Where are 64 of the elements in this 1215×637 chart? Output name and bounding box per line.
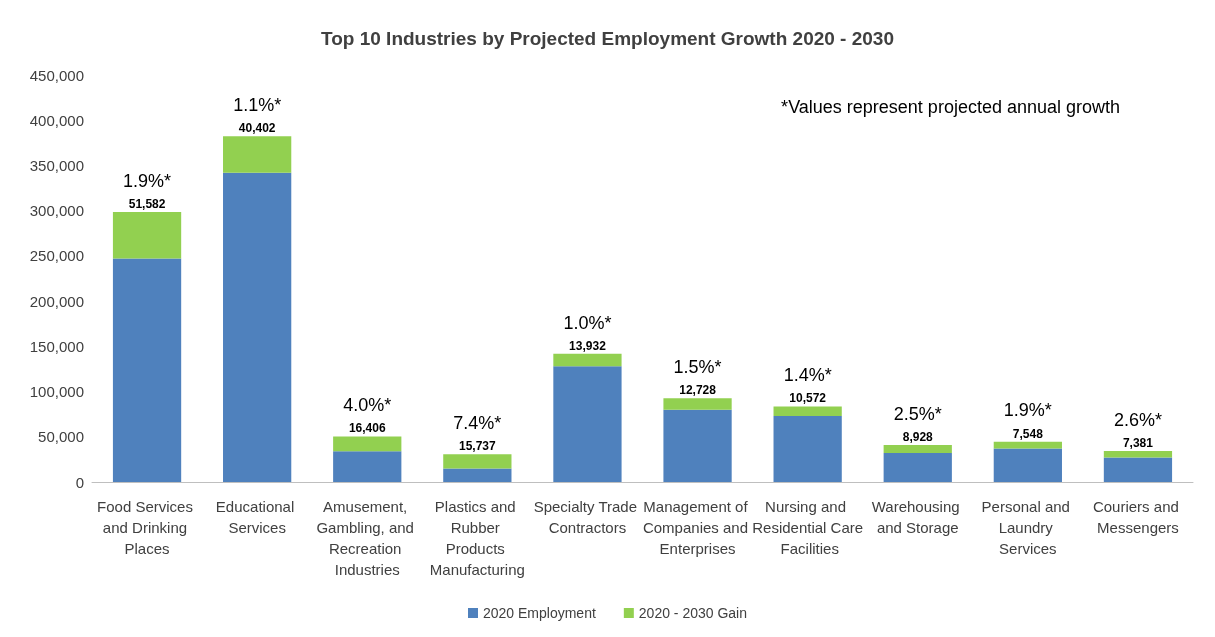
bar xyxy=(883,453,952,482)
data-label: 15,737 xyxy=(459,439,497,454)
bar xyxy=(333,436,402,452)
annotation: 1.9%* xyxy=(123,170,172,191)
bar xyxy=(112,211,182,259)
bar xyxy=(223,136,292,173)
x-tick-label: Management of Companies and Enterprises xyxy=(642,498,753,557)
y-tick-label: 350,000 xyxy=(29,156,84,174)
y-tick-label: 450,000 xyxy=(29,66,84,84)
bar xyxy=(1103,450,1173,458)
bar xyxy=(773,415,842,482)
annotation: 1.4%* xyxy=(783,365,832,386)
data-label: 40,402 xyxy=(238,121,276,136)
bar xyxy=(883,444,952,454)
annotation: 2.5%* xyxy=(893,403,942,424)
bar xyxy=(663,409,732,482)
bar xyxy=(443,468,512,482)
annotation: 1.1%* xyxy=(233,95,282,116)
bar xyxy=(993,441,1062,449)
data-label: 51,582 xyxy=(128,196,166,211)
data-label: 10,572 xyxy=(789,391,827,406)
y-tick-label: 100,000 xyxy=(29,383,84,401)
bar xyxy=(993,448,1062,482)
bar xyxy=(1103,457,1173,482)
x-tick-label: Warehousing and Storage xyxy=(871,498,964,536)
data-label: 7,548 xyxy=(1012,426,1044,441)
bar xyxy=(553,353,622,367)
bar xyxy=(333,451,402,482)
data-label: 13,932 xyxy=(569,338,607,353)
bar xyxy=(443,454,512,469)
y-tick-label: 400,000 xyxy=(29,111,84,129)
x-tick-label: Couriers and Messengers xyxy=(1092,498,1183,536)
chart-title: Top 10 Industries by Projected Employment Growth 2020 - 2030 xyxy=(321,28,894,49)
y-tick-label: 300,000 xyxy=(29,202,84,220)
y-tick-label: 200,000 xyxy=(29,292,84,310)
x-tick-label: Nursing and Residential Care Facilities xyxy=(752,498,864,557)
x-tick-label: Amusement, Gambling, and Recreation Industries xyxy=(316,498,419,578)
y-tick-label: 50,000 xyxy=(38,428,84,446)
y-tick-label: 250,000 xyxy=(29,247,84,265)
annotation: 1.9%* xyxy=(1003,400,1052,421)
y-tick-label: 150,000 xyxy=(29,337,84,355)
x-tick-label: Personal and Laundry Services xyxy=(981,498,1075,557)
annotation: 1.0%* xyxy=(563,312,612,333)
y-tick-label: 0 xyxy=(75,473,84,491)
bar xyxy=(553,366,622,482)
legend-label: 2020 Employment xyxy=(482,605,596,621)
x-tick-label: Food Services and Drinking Places xyxy=(97,498,198,557)
data-label: 12,728 xyxy=(679,383,717,398)
bar xyxy=(773,406,842,416)
annotation: 2.6%* xyxy=(1113,410,1162,431)
annotation: *Values represent projected annual growth xyxy=(781,97,1121,117)
x-tick-label: Plastics and Rubber Products Manufacturing xyxy=(429,498,525,578)
annotation: 4.0%* xyxy=(343,395,392,416)
bar xyxy=(663,398,732,410)
x-tick-label: Educational Services xyxy=(215,498,299,536)
annotation: 1.5%* xyxy=(673,357,722,378)
annotation: 7.4%* xyxy=(453,413,502,434)
bar xyxy=(112,258,182,482)
bar xyxy=(223,172,292,482)
data-label: 8,928 xyxy=(902,429,934,444)
x-tick-label: Specialty Trade Contractors xyxy=(533,498,642,536)
data-label: 7,381 xyxy=(1122,435,1154,450)
data-label: 16,406 xyxy=(348,421,386,436)
legend-label: 2020 - 2030 Gain xyxy=(638,605,748,621)
